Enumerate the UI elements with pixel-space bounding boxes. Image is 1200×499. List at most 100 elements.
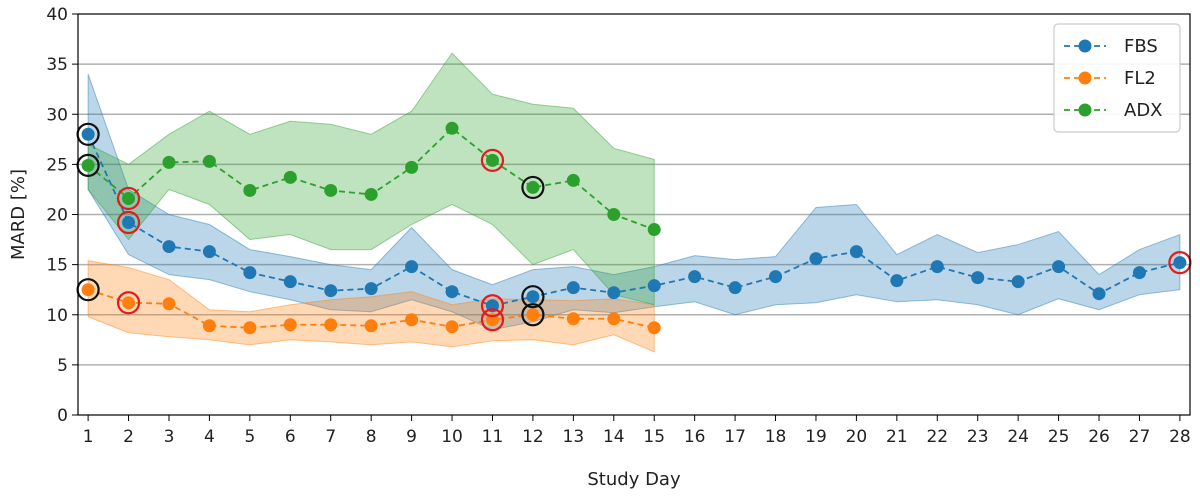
x-tick-label-21: 21 (886, 427, 908, 447)
point-adx-day-4[interactable] (202, 154, 216, 168)
x-tick-label-22: 22 (926, 427, 948, 447)
legend-item-adx[interactable]: ADX (1064, 100, 1163, 121)
point-adx-day-11[interactable] (485, 153, 499, 167)
y-tick-label-35: 35 (46, 55, 68, 75)
point-adx-day-15[interactable] (647, 223, 661, 237)
series-points (81, 121, 1187, 335)
x-tick-label-3: 3 (164, 427, 175, 447)
point-fl2-day-15[interactable] (647, 321, 661, 335)
point-adx-day-10[interactable] (445, 121, 459, 135)
point-adx-day-7[interactable] (324, 183, 338, 197)
x-tick-label-25: 25 (1048, 427, 1070, 447)
point-fbs-day-12[interactable] (526, 290, 540, 304)
highlight-ring-black-fl2-day-12 (521, 303, 545, 327)
point-adx-day-3[interactable] (162, 155, 176, 169)
highlight-ring-red-fl2-day-11 (480, 308, 505, 332)
point-fl2-day-3[interactable] (162, 297, 176, 311)
point-fbs-day-10[interactable] (445, 285, 459, 299)
point-fbs-day-28[interactable] (1173, 256, 1187, 270)
grid-lines (78, 63, 1190, 366)
point-fbs-day-5[interactable] (243, 266, 257, 280)
x-axis-label: Study Day (587, 469, 681, 490)
point-adx-day-14[interactable] (607, 208, 621, 221)
point-adx-day-8[interactable] (364, 187, 378, 201)
highlight-ring-red-adx-day-2 (116, 186, 141, 211)
point-fbs-day-21[interactable] (890, 274, 904, 288)
y-tick-label-30: 30 (46, 105, 68, 125)
point-fbs-day-23[interactable] (971, 271, 985, 285)
legend-label-fl2: FL2 (1124, 68, 1156, 89)
y-tick-label-15: 15 (46, 256, 68, 276)
line-fbs (87, 133, 1181, 307)
point-fbs-day-15[interactable] (647, 279, 661, 293)
point-fl2-day-14[interactable] (607, 312, 621, 326)
point-fbs-day-20[interactable] (849, 245, 863, 259)
x-tick-label-18: 18 (765, 427, 787, 447)
x-tick-label-20: 20 (846, 427, 868, 447)
point-fbs-day-19[interactable] (809, 252, 823, 266)
point-fl2-day-10[interactable] (445, 320, 459, 334)
point-fbs-day-14[interactable] (607, 286, 621, 300)
band-adx (87, 52, 655, 306)
legend-item-fl2[interactable]: FL2 (1064, 68, 1156, 89)
point-fbs-day-3[interactable] (162, 240, 176, 254)
point-fbs-day-4[interactable] (202, 245, 216, 259)
highlight-ring-red-adx-day-11 (480, 148, 505, 172)
x-tick-label-10: 10 (441, 427, 463, 447)
point-fl2-day-5[interactable] (243, 321, 257, 335)
point-adx-day-2[interactable] (122, 191, 136, 205)
x-tick-label-24: 24 (1007, 427, 1029, 447)
point-adx-day-13[interactable] (566, 173, 580, 187)
point-fl2-day-7[interactable] (324, 318, 338, 332)
point-fbs-day-18[interactable] (769, 270, 783, 284)
legend-label-adx: ADX (1124, 100, 1163, 121)
point-fl2-day-4[interactable] (202, 319, 216, 333)
x-tick-label-23: 23 (967, 427, 989, 447)
highlight-ring-black-fbs-day-12 (521, 285, 545, 309)
point-fbs-day-22[interactable] (930, 260, 944, 274)
y-tick-label-25: 25 (46, 155, 68, 175)
point-fbs-day-25[interactable] (1052, 260, 1066, 274)
point-fl2-day-1[interactable] (81, 283, 95, 297)
point-adx-day-5[interactable] (243, 183, 257, 197)
point-fbs-day-2[interactable] (122, 216, 136, 230)
x-tick-label-19: 19 (805, 427, 827, 447)
point-fbs-day-8[interactable] (364, 282, 378, 296)
point-fbs-day-1[interactable] (81, 127, 95, 141)
x-tick-label-13: 13 (563, 427, 585, 447)
x-tick-label-28: 28 (1169, 427, 1191, 447)
point-adx-day-1[interactable] (81, 158, 95, 172)
point-fbs-day-27[interactable] (1132, 266, 1146, 280)
point-fl2-day-2[interactable] (122, 296, 136, 310)
x-tick-label-4: 4 (204, 427, 215, 447)
point-fbs-day-17[interactable] (728, 281, 742, 295)
point-fl2-day-12[interactable] (526, 308, 540, 322)
x-tick-label-2: 2 (123, 427, 134, 447)
point-adx-day-12[interactable] (526, 180, 540, 194)
point-fl2-day-8[interactable] (364, 319, 378, 333)
point-fl2-day-13[interactable] (566, 312, 580, 326)
point-adx-day-9[interactable] (405, 160, 419, 174)
point-fl2-day-9[interactable] (405, 313, 419, 327)
x-tick-label-27: 27 (1129, 427, 1151, 447)
highlight-ring-red-fbs-day-2 (116, 210, 141, 235)
point-adx-day-6[interactable] (283, 170, 297, 184)
legend-label-fbs: FBS (1124, 36, 1158, 57)
band-fl2 (87, 260, 655, 353)
point-fbs-day-7[interactable] (324, 284, 338, 298)
x-tick-label-5: 5 (244, 427, 255, 447)
point-fbs-day-13[interactable] (566, 281, 580, 295)
point-fbs-day-16[interactable] (688, 270, 702, 284)
point-fbs-day-24[interactable] (1011, 275, 1025, 289)
x-tick-label-1: 1 (83, 427, 94, 447)
point-fbs-day-26[interactable] (1092, 287, 1106, 301)
legend-marker-adx (1078, 103, 1092, 117)
legend-item-fbs[interactable]: FBS (1064, 36, 1158, 57)
point-fl2-day-6[interactable] (283, 318, 297, 332)
x-tick-label-12: 12 (522, 427, 544, 447)
x-tick-label-9: 9 (406, 427, 417, 447)
point-fbs-day-6[interactable] (283, 275, 297, 289)
y-tick-label-5: 5 (57, 356, 68, 376)
point-fbs-day-9[interactable] (405, 260, 419, 274)
legend[interactable]: FBS FL2 ADX (1053, 23, 1181, 133)
